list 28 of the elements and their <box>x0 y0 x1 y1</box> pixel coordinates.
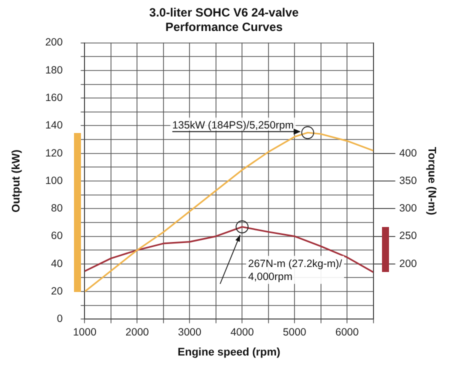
y-tick-label: 120 <box>45 147 63 160</box>
chart-title: 3.0-liter SOHC V6 24-valve Performance Curves <box>149 6 300 34</box>
x-tick-label: 1000 <box>73 326 97 338</box>
y-tick-label: 20 <box>51 285 63 298</box>
y-tick-label: 200 <box>45 36 63 49</box>
y-tick-label: 0 <box>56 313 63 326</box>
y2-axis-title: Torque (N-m) <box>425 146 438 216</box>
x-tick-label: 5000 <box>282 326 306 338</box>
y-tick-label: 180 <box>45 64 63 76</box>
y-tick-label: 60 <box>51 230 63 242</box>
y-tick-label: 100 <box>45 174 63 187</box>
annotation: 267N-m (27.2kg-m)/ 4,000rpm <box>248 258 342 283</box>
x-tick-label: 4000 <box>230 326 254 338</box>
y-tick-label: 80 <box>51 202 63 215</box>
x-tick-label: 2000 <box>126 326 150 338</box>
y-tick-label: 140 <box>45 120 63 132</box>
y-tick-label: 40 <box>51 258 63 270</box>
x-axis-title: Engine speed (rpm) <box>178 346 281 358</box>
x-tick-label: 6000 <box>335 326 359 338</box>
y2-tick-label: 300 <box>399 202 417 215</box>
x-tick-label: 3000 <box>178 326 202 338</box>
y2-tick-label: 350 <box>399 174 417 187</box>
y2-tick-label: 250 <box>399 230 417 242</box>
annotation: 135kW (184PS)/5,250rpm <box>172 120 294 132</box>
y-axis-title: Output (kW) <box>10 149 23 212</box>
y-tick-label: 160 <box>45 92 63 104</box>
y2-tick-label: 400 <box>399 147 417 160</box>
y2-tick-label: 200 <box>399 258 417 270</box>
